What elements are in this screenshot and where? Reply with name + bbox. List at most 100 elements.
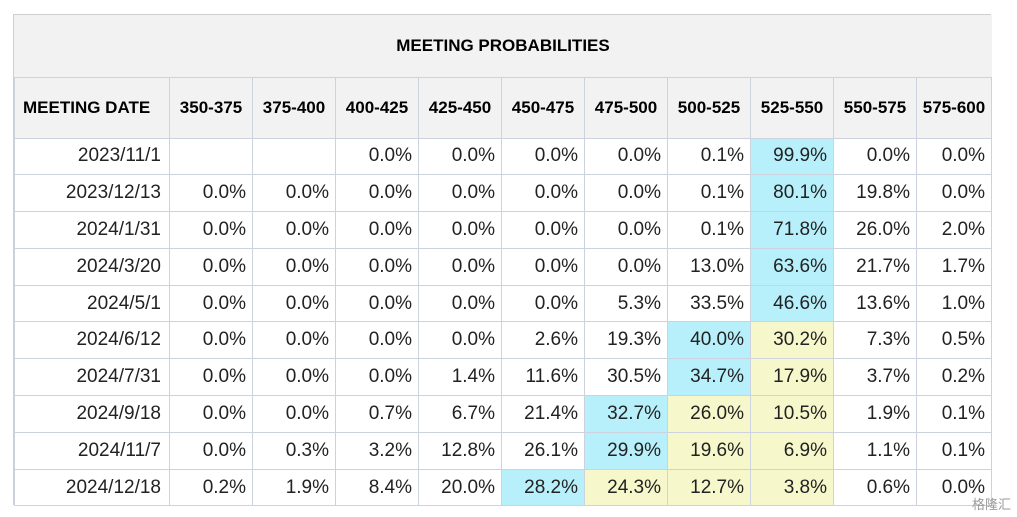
probability-cell: 0.0%: [501, 211, 585, 249]
probability-cell: 0.3%: [252, 431, 336, 470]
column-header-rate-range: 450-475: [501, 76, 585, 139]
probability-cell: 34.7%: [667, 358, 751, 397]
probability-cell: 0.0%: [916, 468, 992, 507]
probability-cell: 11.6%: [501, 358, 585, 397]
meeting-date-cell: 2024/3/20: [14, 247, 170, 286]
probability-cell: 10.5%: [750, 395, 834, 433]
probability-cell: 26.1%: [501, 431, 585, 470]
probability-cell: 40.0%: [667, 321, 751, 360]
meeting-date-cell: 2024/11/7: [14, 431, 170, 470]
probability-cell: 30.5%: [584, 358, 668, 397]
probability-cell: 24.3%: [584, 468, 668, 507]
watermark-logo: 格隆汇: [971, 498, 1011, 513]
probability-cell: 0.0%: [335, 358, 419, 397]
probability-cell: 46.6%: [750, 284, 834, 323]
column-header-rate-range: 350-375: [169, 76, 253, 139]
probability-cell: 28.2%: [501, 468, 585, 507]
probability-cell: 0.0%: [252, 247, 336, 286]
table-row: 2024/12/18 0.2% 1.9% 8.4% 20.0% 28.2% 24.3% 12.…: [14, 468, 992, 507]
probability-cell: 6.9%: [750, 431, 834, 470]
table-row: 2024/5/1 0.0% 0.0% 0.0% 0.0% 0.0% 5.3% 33.5% 46.…: [14, 284, 992, 323]
probability-cell: 1.0%: [916, 284, 992, 323]
probability-cell: 0.0%: [418, 284, 502, 323]
probability-cell: 0.1%: [916, 395, 992, 433]
probability-cell: 6.7%: [418, 395, 502, 433]
probability-cell: 0.0%: [252, 174, 336, 213]
column-header-rate-range: 575-600: [916, 76, 992, 139]
probability-cell: 26.0%: [833, 211, 917, 249]
probability-cell: 0.0%: [335, 247, 419, 286]
probability-cell: 13.6%: [833, 284, 917, 323]
probability-cell: 0.1%: [916, 431, 992, 470]
column-header-rate-range: 400-425: [335, 76, 419, 139]
probability-cell: 0.0%: [584, 174, 668, 213]
probability-cell: 0.0%: [169, 247, 253, 286]
probability-cell: 26.0%: [667, 395, 751, 433]
probability-cell: 20.0%: [418, 468, 502, 507]
probability-cell: 0.0%: [916, 174, 992, 213]
meeting-date-cell: 2023/11/1: [14, 137, 170, 176]
probability-cell: 0.0%: [335, 284, 419, 323]
probability-cell: 99.9%: [750, 137, 834, 176]
probability-cell: 0.0%: [584, 137, 668, 176]
table-row: 2023/12/13 0.0% 0.0% 0.0% 0.0% 0.0% 0.0% 0.1% 80…: [14, 174, 992, 213]
probability-cell: 0.0%: [501, 247, 585, 286]
probability-cell: 0.5%: [916, 321, 992, 360]
probability-cell: 0.0%: [169, 358, 253, 397]
probability-cell: 0.0%: [169, 321, 253, 360]
probability-cell: 2.6%: [501, 321, 585, 360]
probability-cell: 0.0%: [335, 174, 419, 213]
probability-cell: [169, 137, 253, 176]
probability-cell: 63.6%: [750, 247, 834, 286]
probability-cell: 0.0%: [584, 247, 668, 286]
meeting-date-cell: 2024/5/1: [14, 284, 170, 323]
probability-cell: 0.0%: [501, 137, 585, 176]
probability-cell: 0.0%: [169, 395, 253, 433]
probability-cell: 0.0%: [252, 395, 336, 433]
probability-cell: 1.4%: [418, 358, 502, 397]
probability-cell: 30.2%: [750, 321, 834, 360]
meeting-probabilities-table: MEETING PROBABILITIES MEETING DATE 350-3…: [14, 15, 992, 507]
table-body: 2023/11/1 0.0% 0.0% 0.0% 0.0% 0.1% 99.9% 0.0% 0.…: [14, 137, 992, 507]
probability-cell: 32.7%: [584, 395, 668, 433]
table-row: 2024/3/20 0.0% 0.0% 0.0% 0.0% 0.0% 0.0% 13.0% 63…: [14, 247, 992, 286]
probability-cell: 0.0%: [584, 211, 668, 249]
meeting-date-cell: 2024/7/31: [14, 358, 170, 397]
column-header-row: MEETING DATE 350-375 375-400 400-425 425-45…: [14, 76, 992, 139]
probability-cell: 1.1%: [833, 431, 917, 470]
probability-cell: 0.0%: [252, 358, 336, 397]
probability-cell: 0.0%: [335, 321, 419, 360]
probability-cell: 0.1%: [667, 137, 751, 176]
probability-cell: 0.0%: [916, 137, 992, 176]
probability-cell: 1.7%: [916, 247, 992, 286]
probability-cell: 0.1%: [667, 174, 751, 213]
probability-cell: 12.8%: [418, 431, 502, 470]
probability-cell: 21.4%: [501, 395, 585, 433]
probability-cell: 0.0%: [335, 211, 419, 249]
probability-cell: 0.7%: [335, 395, 419, 433]
probability-cell: 0.2%: [169, 468, 253, 507]
table-row: 2024/1/31 0.0% 0.0% 0.0% 0.0% 0.0% 0.0% 0.1% 71.…: [14, 211, 992, 249]
meeting-date-cell: 2024/1/31: [14, 211, 170, 249]
column-header-meeting-date: MEETING DATE: [14, 76, 170, 139]
probability-cell: 0.0%: [252, 211, 336, 249]
probability-cell: 0.0%: [169, 211, 253, 249]
probability-cell: 0.0%: [418, 211, 502, 249]
meeting-date-cell: 2024/9/18: [14, 395, 170, 433]
probability-cell: 1.9%: [252, 468, 336, 507]
probability-cell: 0.0%: [169, 174, 253, 213]
probability-cell: 21.7%: [833, 247, 917, 286]
probability-cell: 19.8%: [833, 174, 917, 213]
table-row: 2024/9/18 0.0% 0.0% 0.7% 6.7% 21.4% 32.7% 26.0%…: [14, 395, 992, 433]
column-header-rate-range: 550-575: [833, 76, 917, 139]
probability-cell: 1.9%: [833, 395, 917, 433]
probability-cell: 7.3%: [833, 321, 917, 360]
column-header-rate-range: 525-550: [750, 76, 834, 139]
probability-cell: 12.7%: [667, 468, 751, 507]
column-header-rate-range: 500-525: [667, 76, 751, 139]
probability-cell: 3.8%: [750, 468, 834, 507]
probability-cell: 0.0%: [418, 247, 502, 286]
probability-cell: 0.0%: [418, 137, 502, 176]
probability-cell: 0.0%: [418, 321, 502, 360]
probability-cell: 19.3%: [584, 321, 668, 360]
